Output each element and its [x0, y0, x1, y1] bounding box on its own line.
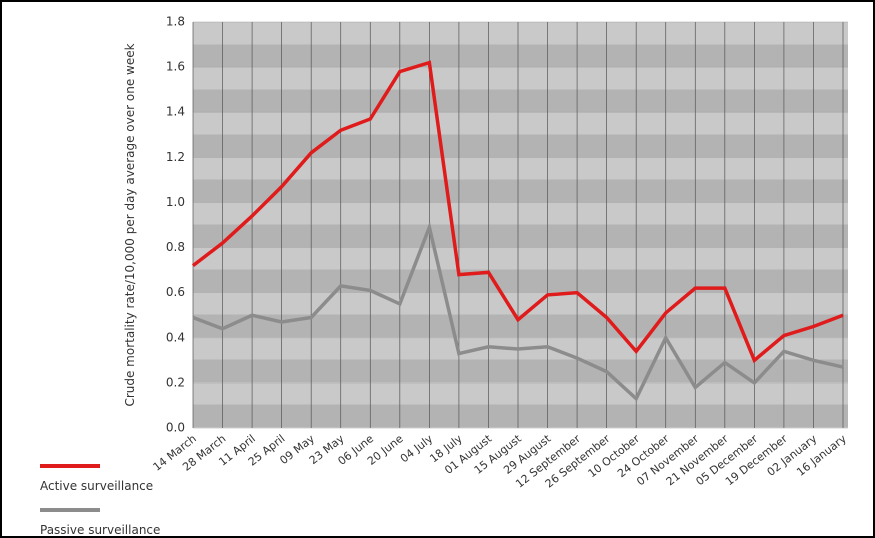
- y-tick-label: 1.6: [166, 60, 185, 74]
- legend-label: Passive surveillance: [40, 523, 160, 537]
- series-line: [191, 60, 844, 364]
- y-tick-label: 1.8: [166, 15, 185, 29]
- y-tick-label: 1.4: [166, 105, 185, 119]
- legend-label: Active surveillance: [40, 479, 153, 493]
- x-tick-label: 04 July: [398, 432, 436, 465]
- y-tick-label: 0.4: [166, 330, 185, 344]
- y-tick-label: 0.6: [166, 285, 185, 299]
- plot-area: [193, 22, 848, 428]
- y-tick-label: 1.0: [166, 195, 185, 209]
- y-tick-label: 0.0: [166, 421, 185, 435]
- y-tick-label: 0.2: [166, 375, 185, 389]
- y-tick-label: 1.2: [166, 150, 185, 164]
- series-line: [192, 221, 844, 402]
- y-tick-label: 0.8: [166, 240, 185, 254]
- y-axis-label: Crude mortality rate/10,000 per day aver…: [123, 43, 137, 406]
- legend: Active surveillance Passive surveillance: [40, 464, 160, 537]
